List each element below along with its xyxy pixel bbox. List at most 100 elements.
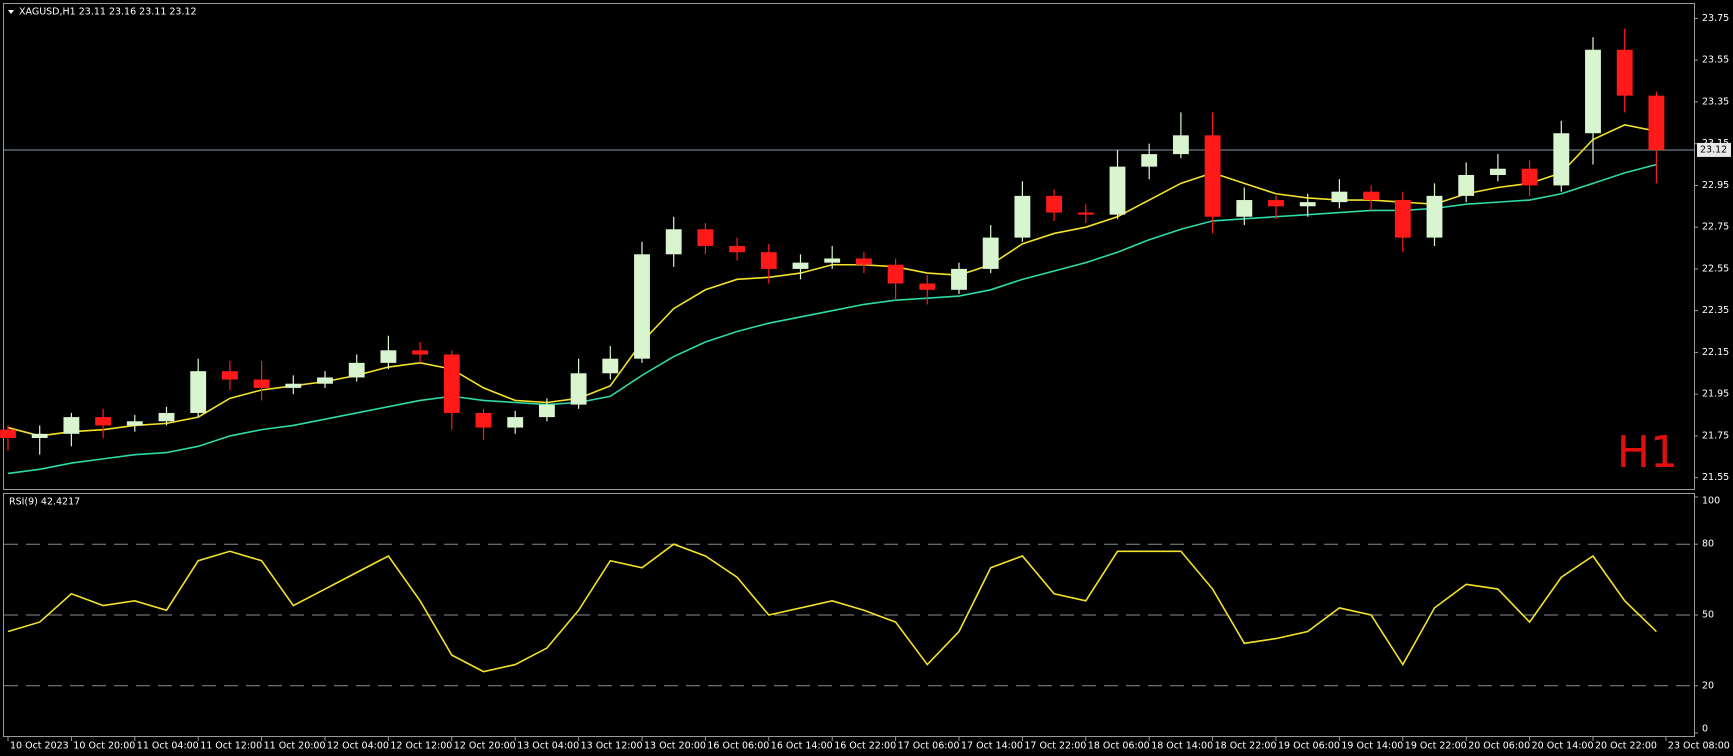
x-tick-label: 16 Oct 14:00 (771, 741, 833, 752)
x-tick-label: 13 Oct 12:00 (581, 741, 643, 752)
candle-body (1141, 154, 1158, 167)
candle-body (1046, 195, 1063, 213)
x-tick-label: 20 Oct 06:00 (1468, 741, 1530, 752)
x-tick-label: 20 Oct 22:00 (1595, 741, 1657, 752)
x-tick-label: 10 Oct 2023 (10, 741, 69, 752)
candle-body (95, 417, 112, 426)
x-tick-label: 20 Oct 14:00 (1532, 741, 1594, 752)
price-panel (3, 3, 1695, 490)
candle-body (1077, 212, 1094, 215)
y-tick-label: 23.35 (1702, 96, 1729, 107)
x-tick-label: 19 Oct 22:00 (1405, 741, 1467, 752)
x-tick-label: 13 Oct 04:00 (517, 741, 579, 752)
y-tick-label: 22.35 (1702, 305, 1729, 316)
candle-body (824, 258, 841, 263)
candle-body (1331, 191, 1348, 203)
y-tick-label: 0 (1702, 724, 1708, 735)
x-tick-label: 12 Oct 04:00 (327, 741, 389, 752)
candle-body (126, 421, 143, 426)
candle-body (1394, 200, 1411, 238)
x-tick-label: 10 Oct 20:00 (73, 741, 135, 752)
moving-average (7, 163, 1657, 475)
x-tick-label: 18 Oct 14:00 (1151, 741, 1213, 752)
candle-body (158, 412, 175, 422)
candle-body (1426, 195, 1443, 238)
y-tick-label: 22.75 (1702, 222, 1729, 233)
candle-body (1014, 195, 1031, 238)
x-tick-label: 17 Oct 06:00 (898, 741, 960, 752)
y-tick-label: 20 (1702, 680, 1714, 691)
rsi-line (7, 543, 1657, 673)
x-tick-label: 18 Oct 06:00 (1088, 741, 1150, 752)
y-tick-label: 100 (1702, 496, 1720, 507)
candle-body (507, 417, 524, 428)
candle-body (1489, 168, 1506, 175)
x-tick-label: 18 Oct 22:00 (1215, 741, 1277, 752)
x-tick-label: 11 Oct 12:00 (200, 741, 262, 752)
x-tick-label: 19 Oct 06:00 (1278, 741, 1340, 752)
candle-body (1172, 135, 1189, 155)
candle-body (1585, 49, 1601, 134)
candle-body (1553, 133, 1570, 186)
candle-body (887, 264, 904, 284)
candle-body (475, 412, 492, 428)
candle-body (1299, 202, 1316, 207)
candle-body (919, 283, 936, 290)
candle-body (443, 354, 460, 413)
candle-body (190, 371, 207, 413)
y-tick-label: 22.95 (1702, 180, 1729, 191)
candle-body (760, 252, 777, 269)
y-tick-label: 22.15 (1702, 347, 1729, 358)
candle-body (665, 229, 682, 255)
candle-body (1268, 200, 1284, 207)
y-tick-label: 22.55 (1702, 263, 1729, 274)
candle-body (982, 237, 999, 269)
candle-body (1204, 135, 1221, 217)
x-tick-label: 11 Oct 04:00 (137, 741, 199, 752)
candle-body (348, 362, 365, 378)
candle-body (412, 350, 429, 355)
candle-body (570, 373, 587, 405)
candle-body (855, 258, 872, 265)
candle-body (285, 383, 302, 388)
candle-body (634, 254, 650, 359)
x-tick-label: 19 Oct 14:00 (1341, 741, 1403, 752)
x-tick-label: 23 Oct 08:00 (1668, 741, 1730, 752)
y-tick-label: 80 (1702, 539, 1714, 550)
x-tick-label: 16 Oct 22:00 (834, 741, 896, 752)
rsi-header: RSI(9) 42.4217 (9, 497, 80, 508)
candle-body (1109, 166, 1126, 215)
candle-body (63, 417, 80, 434)
menu-arrow[interactable] (8, 10, 14, 14)
timeframe-label: H1 (1617, 427, 1678, 478)
last-price-label: 23.12 (1700, 144, 1727, 155)
x-tick-label: 13 Oct 20:00 (644, 741, 706, 752)
candle-body (0, 429, 16, 438)
x-tick-label: 12 Oct 12:00 (390, 741, 452, 752)
y-tick-label: 23.75 (1702, 13, 1729, 24)
y-tick-label: 21.75 (1702, 430, 1729, 441)
candle-body (221, 371, 238, 380)
y-tick-label: 21.55 (1702, 472, 1729, 483)
x-tick-label: 16 Oct 06:00 (707, 741, 769, 752)
candle-body (792, 262, 809, 269)
candle-body (317, 377, 333, 384)
candle-body (1521, 168, 1538, 186)
candle-body (31, 433, 48, 438)
candle-body (602, 358, 619, 374)
x-tick-label: 17 Oct 14:00 (961, 741, 1023, 752)
candle-body (253, 379, 270, 388)
candle-body (1363, 191, 1380, 201)
candle-body (1648, 95, 1665, 150)
x-tick-label: 11 Oct 20:00 (264, 741, 326, 752)
candle-body (380, 350, 397, 363)
y-tick-label: 50 (1702, 610, 1714, 621)
y-tick-label: 21.95 (1702, 389, 1729, 400)
last-price-box (1697, 142, 1731, 157)
symbol-header: XAGUSD,H1 23.11 23.16 23.11 23.12 (19, 7, 197, 18)
candle-body (1458, 174, 1475, 196)
y-tick-label: 23.55 (1702, 55, 1729, 66)
